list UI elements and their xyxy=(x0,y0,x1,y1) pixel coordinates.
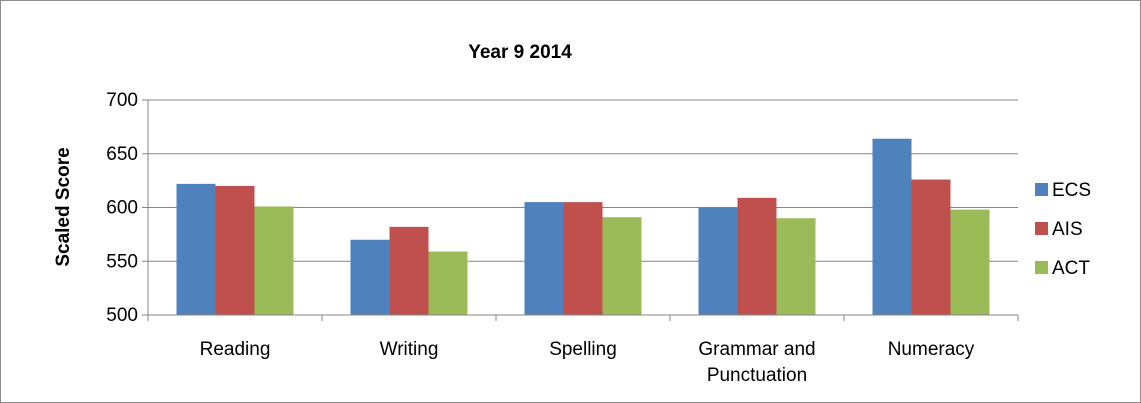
y-tick-label: 650 xyxy=(106,144,138,165)
x-tick-label: Punctuation xyxy=(707,365,807,386)
bar xyxy=(698,207,738,315)
y-tick-label: 500 xyxy=(106,305,138,326)
bar xyxy=(428,251,468,315)
legend-label: ECS xyxy=(1052,180,1091,201)
bar xyxy=(950,209,990,315)
legend-label: ACT xyxy=(1052,258,1090,279)
x-tick-label: Numeracy xyxy=(888,339,975,360)
bar xyxy=(176,183,216,315)
bar xyxy=(350,239,390,315)
y-tick-label: 600 xyxy=(106,198,138,219)
x-tick-label: Reading xyxy=(200,339,271,360)
legend-swatch xyxy=(1035,183,1048,196)
y-axis-ticks: 500 550 600 650 700 xyxy=(106,90,148,326)
y-axis-label: Scaled Score xyxy=(53,147,74,266)
x-tick-label: Writing xyxy=(380,339,439,360)
x-tick-label: Spelling xyxy=(549,339,617,360)
bar xyxy=(389,226,429,315)
bar xyxy=(254,206,294,315)
bar xyxy=(524,202,564,315)
bar xyxy=(737,197,777,315)
legend-label: AIS xyxy=(1052,219,1083,240)
bar xyxy=(872,138,912,315)
legend-swatch xyxy=(1035,261,1048,274)
bar xyxy=(215,186,255,315)
bar xyxy=(911,179,951,315)
y-tick-label: 550 xyxy=(106,251,138,272)
bar xyxy=(563,202,603,315)
bars xyxy=(176,138,990,315)
x-tick-label: Grammar and xyxy=(698,339,815,360)
y-tick-label: 700 xyxy=(106,90,138,111)
chart-title: Year 9 2014 xyxy=(468,42,572,63)
legend: ECS AIS ACT xyxy=(1035,180,1091,279)
x-axis-labels: Reading Writing Spelling Grammar and Punctua… xyxy=(200,339,975,386)
bar xyxy=(776,218,816,315)
bar xyxy=(602,217,642,315)
legend-swatch xyxy=(1035,222,1048,235)
axes xyxy=(147,100,1019,321)
